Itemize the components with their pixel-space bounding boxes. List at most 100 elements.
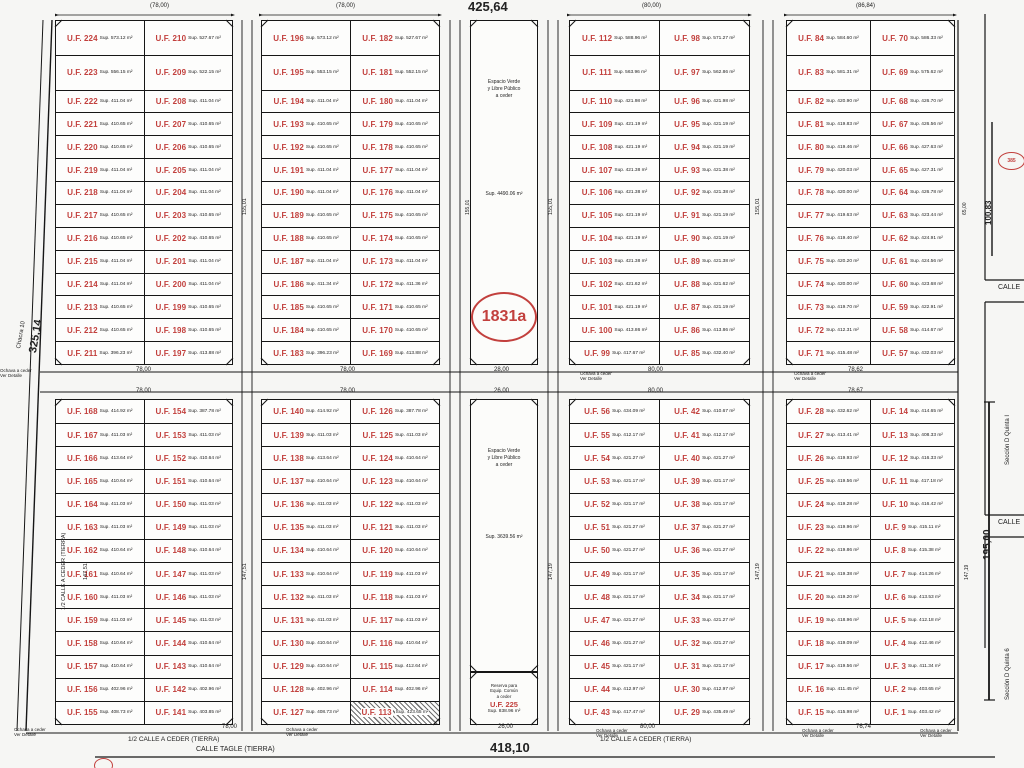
green-space-upper-area: Sup. 4490.06 m² [485,191,523,198]
lot-number: U.F. 205 [155,165,187,175]
lot-number: U.F. 64 [882,188,909,198]
lot-92: U.F. 92 Sup. 421.38 m² [660,181,749,204]
lot-number: U.F. 203 [155,211,187,221]
lot-number: U.F. 52 [584,500,611,510]
lot-12: U.F. 12 Sup. 416.33 m² [871,446,954,470]
dim-label: 155,01 [465,199,471,215]
lot-area: Sup. 410.64 m² [188,455,221,461]
lot-164: U.F. 164 Sup. 411.03 m² [56,492,144,516]
dim-label: 76,74 [856,724,872,730]
lot-166: U.F. 166 Sup. 413.64 m² [56,446,144,470]
street-half-calle-left: 1/2 CALLE A CEDER (TIERRA) [61,532,67,610]
lot-area: Sup. 411.34 m² [306,281,339,287]
lot-column: U.F. 42 Sup. 410.67 m² U.F. 41 Sup. 412.17 … [659,400,749,724]
green-space-lower: Espacio Verde y Libre Público a ceder Sup.… [470,399,538,672]
lot-118: U.F. 118 Sup. 411.03 m² [351,585,439,609]
lot-107: U.F. 107 Sup. 421.38 m² [570,158,659,182]
dim-total-top: 425,64 [468,0,508,14]
lot-area: Sup. 411.36 m² [395,281,428,287]
lot-number: U.F. 86 [674,325,701,335]
lot-number: U.F. 225 [490,699,518,709]
lot-80: U.F. 80 Sup. 419.46 m² [787,135,870,159]
lot-column: U.F. 84 Sup. 584.60 m² U.F. 83 Sup. 581.31 … [787,21,870,364]
dim-label: 78,67 [848,388,864,394]
lot-area: Sup. 421.17 m² [702,571,735,577]
ochava-note: Ochava a ceder Ver Detalle [596,728,628,738]
lot-area: Sup. 553.15 m² [305,70,339,76]
lot-area: Sup. 408.73 m² [305,710,339,716]
lot-20: U.F. 20 Sup. 419.20 m² [787,585,870,609]
lot-number: U.F. 107 [581,165,613,175]
dim-label: 155,01 [242,198,248,215]
lot-area: Sup. 410.65 m² [305,144,339,150]
lot-179: U.F. 179 Sup. 410.65 m² [351,112,439,136]
lot-number: U.F. 42 [674,407,701,417]
lot-area: Sup. 410.65 m² [99,236,133,242]
lot-number: U.F. 21 [798,569,825,579]
lot-area: Sup. 421.17 m² [702,664,735,670]
lot-number: U.F. 138 [273,453,304,463]
lot-area: Sup. 410.64 m² [99,478,133,484]
lot-area: Sup. 415.98 m² [826,710,859,716]
lot-number: U.F. 181 [362,68,393,78]
lot-number: U.F. 165 [67,476,98,486]
lot-area: Sup. 410.65 m² [188,236,221,242]
dim-label: 147,19 [755,563,761,580]
lot-number: U.F. 199 [155,302,187,312]
lot-number: U.F. 166 [67,453,98,463]
lot-area: Sup. 411.03 m² [99,594,133,600]
lot-area: Sup. 410.65 m² [99,121,133,127]
lot-area: Sup. 410.64 m² [188,640,221,646]
lot-number: U.F. 1 [884,708,906,718]
lot-31: U.F. 31 Sup. 421.17 m² [660,654,749,678]
lot-26: U.F. 26 Sup. 419.93 m² [787,446,870,470]
lot-number: U.F. 78 [798,188,825,198]
lot-number: U.F. 130 [273,638,304,648]
lot-number: U.F. 189 [273,211,304,221]
lot-area: Sup. 571.27 m² [702,35,735,41]
lot-79: U.F. 79 Sup. 420.03 m² [787,158,870,182]
lot-area: Sup. 410.65 m² [394,236,428,242]
lot-number: U.F. 180 [362,97,394,107]
lot-25: U.F. 25 Sup. 419.56 m² [787,469,870,493]
lot-number: U.F. 19 [798,615,825,625]
lot-41: U.F. 41 Sup. 412.17 m² [660,423,749,447]
lot-area: Sup. 410.65 m² [99,304,133,310]
lot-area: Sup. 411.03 m² [306,502,339,508]
lot-114: U.F. 114 Sup. 402.96 m² [351,677,439,701]
lot-area: Sup. 403.42 m² [907,710,941,716]
lot-120: U.F. 120 Sup. 410.64 m² [351,538,439,562]
lot-194: U.F. 194 Sup. 411.04 m² [262,89,350,113]
lot-area: Sup. 415.48 m² [826,350,859,356]
lot-area: Sup. 419.40 m² [826,236,859,242]
lot-column: U.F. 224 Sup. 573.12 m² U.F. 223 Sup. 556.1… [56,21,144,364]
lot-number: U.F. 48 [584,592,611,602]
lot-area: Sup. 421.19 m² [702,304,735,310]
dim-label: 155,01 [755,198,761,215]
lot-area: Sup. 410.64 m² [305,571,339,577]
street-half-calle-bottom-right: 1/2 CALLE A CEDER (TIERRA) [600,736,692,743]
lot-number: U.F. 29 [674,708,701,718]
lot-area: Sup. 419.83 m² [826,121,859,127]
lot-area: Sup. 421.62 m² [702,281,735,287]
lot-number: U.F. 47 [584,615,611,625]
lot-number: U.F. 196 [273,33,304,43]
lot-148: U.F. 148 Sup. 410.64 m² [144,538,232,562]
lot-147: U.F. 147 Sup. 411.03 m² [144,561,232,586]
lot-190: U.F. 190 Sup. 411.04 m² [262,181,350,204]
lot-number: U.F. 41 [674,430,701,440]
lot-area: Sup. 421.38 m² [702,190,735,196]
lot-211: U.F. 211 Sup. 396.23 m² [56,341,144,364]
lot-number: U.F. 103 [581,257,613,267]
lot-number: U.F. 217 [67,211,98,221]
lot-area: Sup. 421.17 m² [612,502,645,508]
lot-area: Sup. 411.04 m² [188,167,221,173]
lot-number: U.F. 144 [155,638,187,648]
lot-number: U.F. 110 [582,97,613,107]
lot-191: U.F. 191 Sup. 411.04 m² [262,158,350,182]
lot-number: U.F. 170 [362,325,393,335]
lot-number: U.F. 53 [584,476,611,486]
lot-area: Sup. 410.64 m² [188,548,221,554]
dim-label: 26,00 [494,388,510,394]
lot-144: U.F. 144 Sup. 410.64 m² [144,631,232,655]
